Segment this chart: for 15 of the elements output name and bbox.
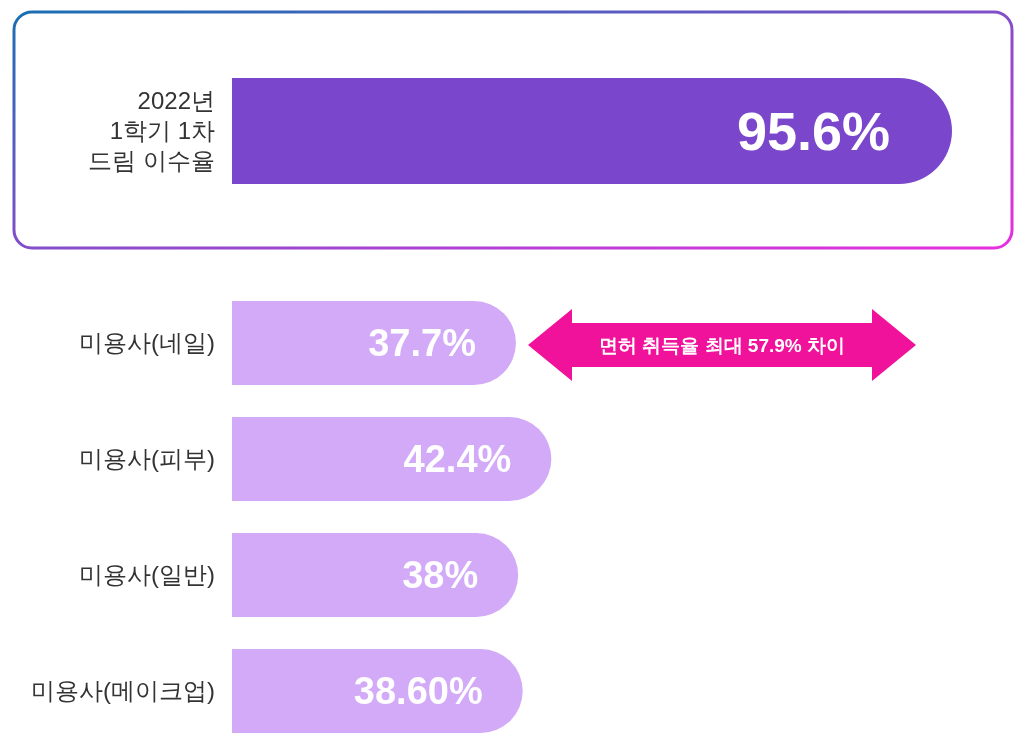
bar (232, 417, 552, 501)
bar (232, 533, 519, 617)
y-tick-label: 미용사(네일) (79, 329, 215, 356)
data-label: 38.60% (353, 670, 483, 712)
data-label: 38% (402, 554, 479, 596)
bar (232, 649, 523, 733)
annotation: 면허 취득율 최대 57.9% 차이 (599, 334, 845, 356)
y-tick-label: 미용사(피부) (79, 445, 215, 472)
y-tick-label: 미용사(일반) (79, 561, 215, 588)
data-label: 95.6% (736, 101, 890, 161)
y-tick-label: 2022년 1학기 1차 드림 이수율 (88, 87, 215, 174)
y-tick-label: 미용사(메이크업) (31, 677, 215, 704)
data-label: 37.7% (368, 322, 476, 364)
bar (232, 301, 516, 385)
data-label: 42.4% (403, 438, 512, 480)
